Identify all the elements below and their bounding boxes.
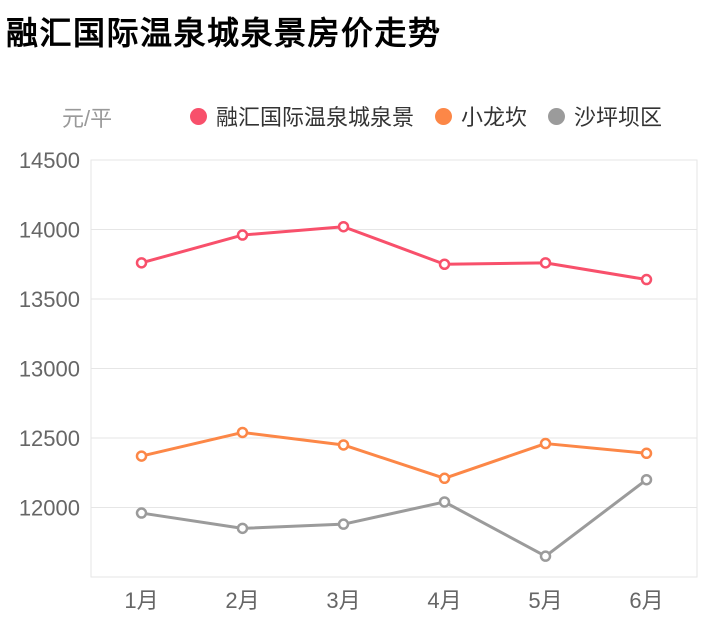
chart-title: 融汇国际温泉城泉景房价走势 (6, 15, 442, 51)
x-axis-tick-label: 2月 (225, 588, 259, 613)
legend: 融汇国际温泉城泉景 小龙坎 沙坪坝区 (190, 100, 662, 132)
legend-label: 融汇国际温泉城泉景 (216, 105, 415, 130)
data-point-marker[interactable] (438, 258, 451, 270)
y-axis-tick-label: 14000 (19, 218, 80, 243)
legend-row: 元/平 融汇国际温泉城泉景 小龙坎 沙坪坝区 (0, 100, 718, 131)
data-point-marker[interactable] (539, 550, 552, 562)
y-axis-tick-label: 12500 (19, 426, 80, 451)
x-axis-tick-label: 4月 (427, 588, 461, 613)
data-point-marker[interactable] (236, 229, 249, 241)
data-point-marker[interactable] (337, 439, 350, 451)
data-point-marker[interactable] (438, 496, 451, 508)
legend-dot-icon (435, 107, 453, 125)
data-point-marker[interactable] (337, 220, 350, 233)
data-point-marker[interactable] (135, 450, 148, 462)
y-axis-unit-label: 元/平 (62, 106, 113, 131)
data-point-marker[interactable] (236, 522, 249, 535)
legend-item-xiaolongkan[interactable]: 小龙坎 (435, 100, 527, 132)
legend-item-shapingba[interactable]: 沙坪坝区 (548, 100, 662, 132)
x-axis-tick-label: 1月 (124, 588, 158, 613)
data-point-marker[interactable] (236, 426, 249, 439)
data-point-marker[interactable] (337, 518, 350, 530)
legend-label: 小龙坎 (461, 105, 528, 130)
legend-dot-icon (190, 107, 207, 125)
x-axis-tick-label: 5月 (528, 588, 562, 613)
legend-label: 沙坪坝区 (574, 105, 663, 130)
y-axis-tick-label: 13500 (19, 287, 80, 312)
series-line (140, 225, 648, 282)
y-axis-tick-label: 14500 (19, 148, 80, 173)
series-line (140, 478, 648, 558)
data-point-marker[interactable] (539, 257, 552, 269)
y-axis-tick-label: 12000 (19, 496, 80, 521)
y-axis-tick-label: 13000 (19, 357, 80, 382)
data-point-marker[interactable] (135, 507, 148, 519)
legend-dot-icon (548, 107, 566, 125)
data-point-marker[interactable] (640, 473, 653, 486)
x-axis-tick-label: 3月 (326, 588, 360, 613)
data-point-marker[interactable] (438, 472, 451, 485)
data-point-marker[interactable] (539, 437, 552, 450)
legend-item-ronghui[interactable]: 融汇国际温泉城泉景 (190, 100, 414, 132)
data-point-marker[interactable] (135, 257, 148, 269)
data-point-marker[interactable] (640, 447, 653, 460)
series-line (140, 430, 648, 480)
data-point-marker[interactable] (640, 273, 653, 286)
x-axis-tick-label: 6月 (629, 588, 663, 613)
